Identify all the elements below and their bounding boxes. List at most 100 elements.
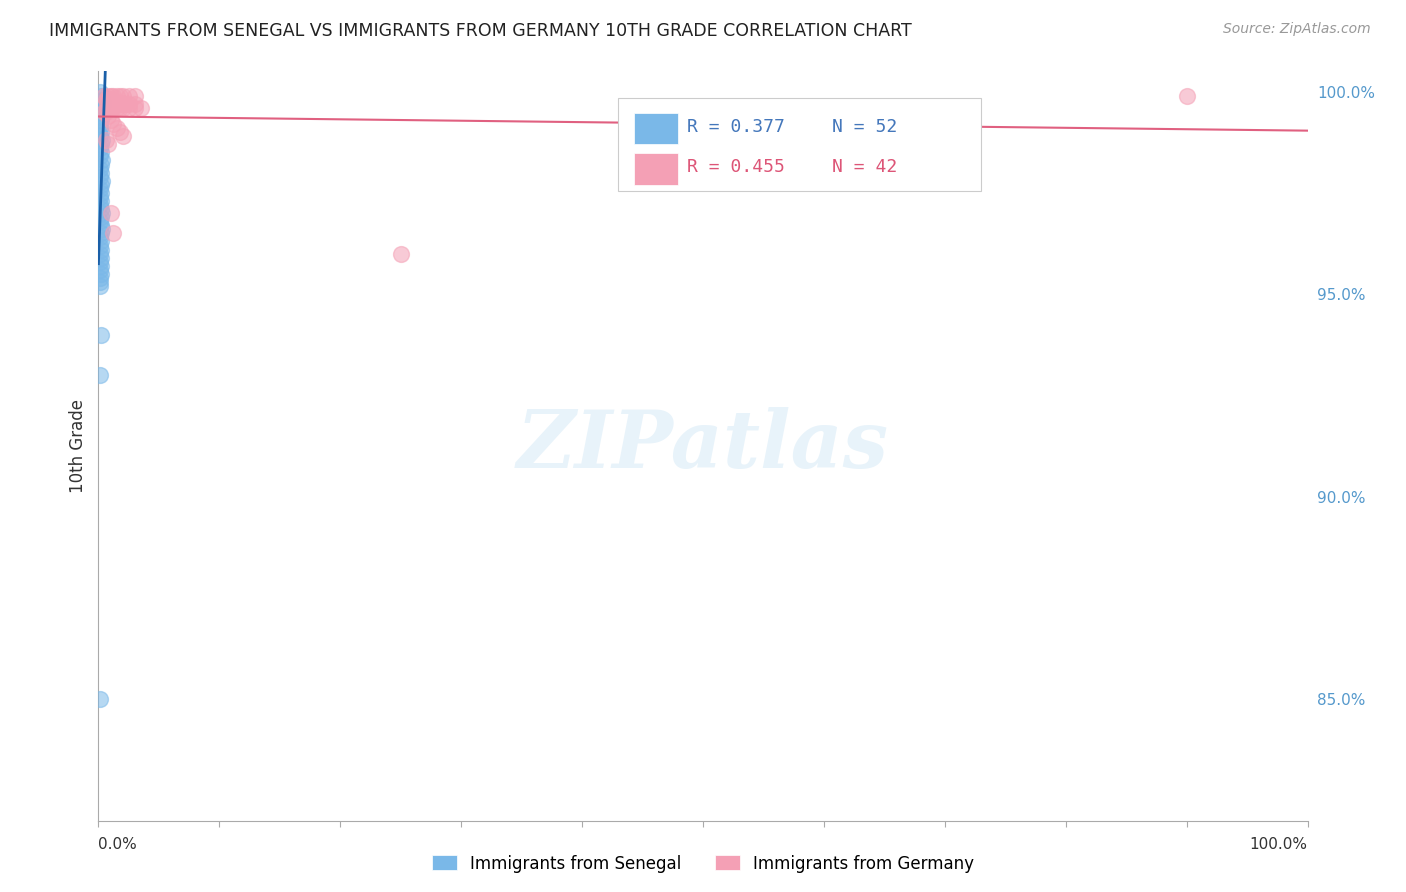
Point xyxy=(89,230,111,244)
Point xyxy=(89,254,111,268)
FancyBboxPatch shape xyxy=(634,112,678,145)
Point xyxy=(105,96,128,111)
Point xyxy=(101,96,124,111)
Text: R = 0.455: R = 0.455 xyxy=(688,158,785,176)
Point xyxy=(101,117,124,131)
Point xyxy=(90,194,112,208)
Point xyxy=(89,262,111,277)
Point xyxy=(101,227,124,241)
Point xyxy=(91,109,114,123)
Point xyxy=(90,327,112,342)
Point xyxy=(111,96,134,111)
Point xyxy=(90,186,112,200)
Point xyxy=(90,243,112,257)
Point xyxy=(90,251,112,265)
Point xyxy=(90,166,112,180)
Point xyxy=(124,88,146,103)
Point xyxy=(108,125,131,139)
Point xyxy=(97,88,120,103)
Point xyxy=(100,112,122,127)
Point xyxy=(108,101,131,115)
Point xyxy=(96,101,118,115)
Point xyxy=(90,101,112,115)
Point xyxy=(91,174,114,188)
Point xyxy=(90,210,112,224)
Point xyxy=(89,149,111,163)
Text: 0.0%: 0.0% xyxy=(98,837,138,852)
Point xyxy=(89,161,111,176)
Point xyxy=(91,133,114,147)
Point xyxy=(100,93,122,107)
Point xyxy=(89,182,111,196)
Point xyxy=(124,101,146,115)
Point xyxy=(100,88,122,103)
Point xyxy=(89,121,111,136)
Point xyxy=(101,88,124,103)
Point xyxy=(90,145,112,160)
Point xyxy=(118,101,141,115)
Text: IMMIGRANTS FROM SENEGAL VS IMMIGRANTS FROM GERMANY 10TH GRADE CORRELATION CHART: IMMIGRANTS FROM SENEGAL VS IMMIGRANTS FR… xyxy=(49,22,912,40)
Legend: Immigrants from Senegal, Immigrants from Germany: Immigrants from Senegal, Immigrants from… xyxy=(425,848,981,880)
Point xyxy=(100,101,122,115)
Point xyxy=(105,88,128,103)
Point xyxy=(91,93,114,107)
Point xyxy=(90,88,112,103)
Y-axis label: 10th Grade: 10th Grade xyxy=(69,399,87,493)
Point xyxy=(93,104,115,119)
Point xyxy=(89,275,111,289)
Text: ZIPatlas: ZIPatlas xyxy=(517,408,889,484)
Point xyxy=(89,214,111,228)
Point xyxy=(89,141,111,155)
Point xyxy=(111,88,134,103)
Point xyxy=(91,206,114,220)
Point xyxy=(89,169,111,184)
Point xyxy=(118,88,141,103)
FancyBboxPatch shape xyxy=(619,97,981,191)
Point xyxy=(90,137,112,152)
Point xyxy=(91,96,114,111)
Point xyxy=(118,96,141,111)
Point xyxy=(89,692,111,706)
Point xyxy=(101,101,124,115)
Point xyxy=(111,101,134,115)
Point xyxy=(89,246,111,260)
Point xyxy=(97,93,120,107)
Point xyxy=(90,267,112,281)
Point xyxy=(89,104,111,119)
Point xyxy=(114,96,136,111)
Point xyxy=(89,198,111,212)
Point xyxy=(90,157,112,171)
Text: N = 52: N = 52 xyxy=(832,118,897,136)
Point xyxy=(105,121,128,136)
Point xyxy=(89,129,111,144)
Point xyxy=(93,88,115,103)
Point xyxy=(129,101,152,115)
Point xyxy=(108,96,131,111)
Point xyxy=(89,117,111,131)
Point xyxy=(389,246,412,260)
Point xyxy=(1175,88,1198,103)
Point xyxy=(90,227,112,241)
Point xyxy=(111,129,134,144)
Point xyxy=(91,153,114,168)
Point xyxy=(91,222,114,236)
Point xyxy=(89,368,111,383)
Text: N = 42: N = 42 xyxy=(832,158,897,176)
Point xyxy=(90,235,112,249)
Point xyxy=(90,125,112,139)
Point xyxy=(94,93,117,107)
Point xyxy=(90,259,112,273)
Point xyxy=(97,137,120,152)
Point xyxy=(90,178,112,192)
Point xyxy=(89,85,111,99)
Point xyxy=(97,109,120,123)
Point xyxy=(90,202,112,216)
Point xyxy=(89,238,111,252)
FancyBboxPatch shape xyxy=(634,153,678,185)
Point xyxy=(89,190,111,204)
Text: R = 0.377: R = 0.377 xyxy=(688,118,785,136)
Point xyxy=(100,206,122,220)
Point xyxy=(90,112,112,127)
Point xyxy=(90,219,112,233)
Point xyxy=(124,96,146,111)
